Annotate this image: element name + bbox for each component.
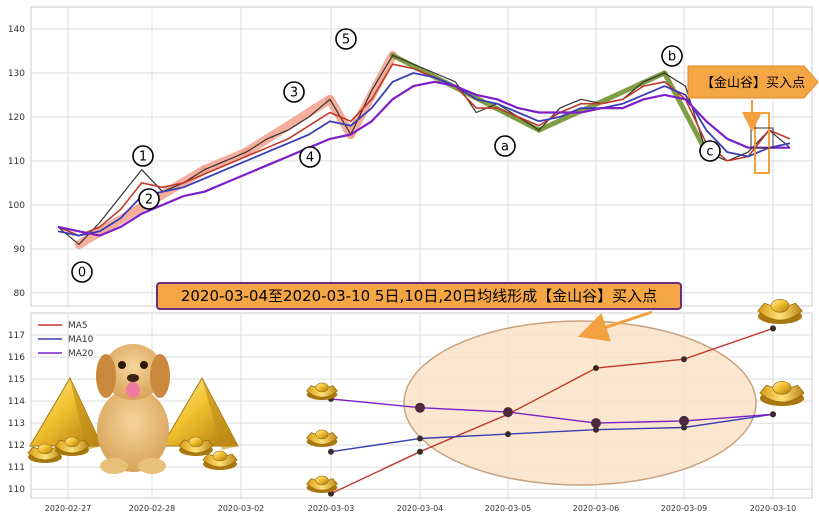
title-banner: 2020-03-04至2020-03-10 5日,10日,20日均线形成【金山谷… [156,282,682,310]
buy-zone-inner-box [750,127,774,149]
gold-ingot-right-2 [202,450,238,470]
highlight-ellipse [403,320,757,486]
gold-ingot-right-1 [178,436,214,456]
gold-ingot-ma20-start [306,382,338,400]
top-y-tick-label: 90 [14,245,26,255]
title-banner-text: 2020-03-04至2020-03-10 5日,10日,20日均线形成【金山谷… [181,287,657,305]
top-y-tick-label: 100 [8,201,25,211]
bottom-y-tick-label: 116 [8,353,25,363]
top-y-tick-label: 80 [14,289,26,299]
puppy-illustration [96,344,170,474]
bottom-point-ma10 [505,431,511,438]
gold-ingot-ma10-ma20-end [759,380,805,407]
svg-text:b: b [668,50,676,65]
bottom-y-tick-label: 115 [8,375,25,385]
top-y-tick-label: 110 [8,157,25,167]
bottom-y-tick-label: 112 [8,441,25,451]
top-y-tick-label: 140 [8,25,25,35]
x-tick-label: 2020-03-05 [485,504,532,513]
bottom-point-ma5 [681,356,687,363]
bottom-point-ma10 [328,448,334,455]
wave-label-1: 1 [132,145,154,167]
x-tick-label: 2020-02-27 [45,504,92,513]
gold-ingot-ma5-end [757,298,803,325]
bottom-y-tick-label: 113 [8,419,25,429]
bottom-point-ma20 [415,402,425,413]
wave-segment-4-5 [346,50,398,140]
top-series-group [57,54,791,245]
wave-label-2: 2 [138,188,160,210]
top-series-ma10 [57,72,791,237]
x-tick-label: 2020-03-02 [218,504,265,513]
bottom-y-tick-label: 110 [8,485,25,495]
bottom-point-ma20 [503,407,513,418]
wave-label-c: c [699,140,721,162]
wave-label-3: 3 [283,81,305,103]
bottom-point-ma20 [770,411,776,418]
top-y-tick-label: 120 [8,113,25,123]
wave-label-5: 5 [335,28,357,50]
legend-label-ma5: MA5 [68,321,88,331]
x-tick-label: 2020-03-04 [397,504,444,513]
gold-ingot-left-2 [54,436,90,456]
legend-label-ma20: MA20 [68,349,94,359]
wave-label-b: b [661,45,683,67]
top-y-tick-label: 130 [8,69,25,79]
legend: MA5 MA10 MA20 [38,321,94,359]
top-series-ma5 [57,63,791,237]
bottom-point-ma10 [593,426,599,433]
bottom-y-tick-label: 114 [8,397,25,407]
svg-text:1: 1 [139,150,147,165]
bottom-point-ma5 [417,448,423,455]
bottom-y-tick-label: 117 [8,331,25,341]
wave-label-4: 4 [299,146,321,168]
svg-text:c: c [706,145,713,160]
buy-point-callout-text: 【金山谷】买入点 [701,75,805,91]
bottom-series-ma10 [330,413,774,453]
top-y-axis: 80 90 100 110 120 130 140 [8,25,25,299]
x-tick-label: 2020-03-10 [750,504,797,513]
wave-segment-b-c [662,70,709,155]
wave-label-0: 0 [71,261,93,283]
svg-text:0: 0 [78,266,86,281]
x-tick-label: 2020-02-28 [129,504,176,513]
wave-label-a: a [494,135,516,157]
gold-ingot-left-1 [27,443,63,463]
buy-point-callout: 【金山谷】买入点 [687,65,819,132]
x-tick-label: 2020-03-09 [661,504,708,513]
bottom-y-tick-label: 111 [8,463,25,473]
bottom-point-ma5 [593,365,599,372]
x-axis: 2020-02-27 2020-02-28 2020-03-02 2020-03-03… [45,504,797,513]
bottom-point-ma20 [591,418,601,429]
x-tick-label: 2020-03-03 [308,504,355,513]
wave-labels: 0 1 2 3 4 5 a b c [71,28,721,283]
buy-zone-box [754,112,770,174]
x-tick-label: 2020-03-06 [573,504,620,513]
bottom-y-axis: 110 111 112 113 114 115 116 117 [8,331,25,495]
gold-ingots [27,298,805,493]
bottom-point-ma10 [417,435,423,442]
top-series-ma20 [57,80,790,237]
legend-label-ma10: MA10 [68,335,94,345]
svg-text:5: 5 [342,33,350,48]
svg-text:2: 2 [145,193,153,208]
gold-ingot-ma10-start [306,429,338,447]
bottom-series-ma20 [330,398,774,424]
highlight-arrow [577,310,653,342]
svg-text:4: 4 [306,151,314,166]
svg-text:a: a [501,140,509,155]
bottom-point-ma10 [681,424,687,431]
bottom-series-ma5 [330,327,774,495]
gold-ingot-ma5-start [306,475,338,493]
bottom-point-ma5 [770,325,776,332]
bottom-point-ma20 [679,415,689,426]
svg-text:3: 3 [290,86,298,101]
